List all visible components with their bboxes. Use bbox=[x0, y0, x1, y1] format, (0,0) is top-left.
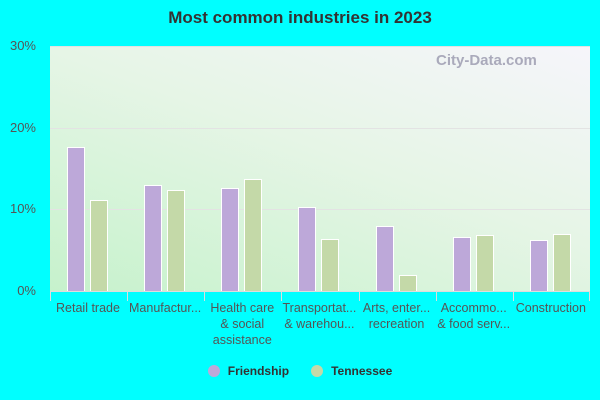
x-tick-mark bbox=[127, 291, 129, 301]
legend-dot-icon bbox=[311, 365, 324, 377]
legend-item[interactable]: Friendship bbox=[207, 364, 290, 378]
x-tick-mark bbox=[50, 291, 51, 301]
gridline bbox=[50, 46, 590, 47]
x-tick-label: Health care & social assistance bbox=[210, 301, 275, 347]
x-axis-line bbox=[50, 291, 590, 292]
bar-friendship[interactable] bbox=[221, 188, 240, 291]
x-tick-label: Arts, enter... recreation bbox=[362, 301, 431, 331]
x-tick-mark bbox=[204, 291, 206, 301]
y-tick-label: 30% bbox=[9, 38, 36, 53]
x-tick-label: Retail trade bbox=[56, 301, 120, 315]
y-tick-label: 10% bbox=[9, 201, 36, 217]
bar-friendship[interactable] bbox=[452, 237, 471, 291]
legend: Friendship Tennessee bbox=[0, 364, 600, 378]
bar-tennessee[interactable] bbox=[244, 179, 263, 291]
bar-friendship[interactable] bbox=[144, 184, 163, 291]
bar-tennessee[interactable] bbox=[475, 234, 494, 291]
x-tick-mark bbox=[358, 291, 360, 301]
x-tick-label: Construction bbox=[515, 301, 586, 315]
bar-tennessee[interactable] bbox=[321, 238, 340, 291]
bar-tennessee[interactable] bbox=[167, 189, 186, 291]
bar-tennessee[interactable] bbox=[90, 200, 108, 291]
gridline bbox=[50, 127, 590, 129]
x-tick-mark bbox=[435, 291, 437, 301]
y-tick-label: 20% bbox=[9, 119, 36, 135]
x-tick-label: Accommo... & food serv... bbox=[437, 301, 511, 331]
plot-area: City-Data.com bbox=[50, 46, 590, 291]
bar-friendship[interactable] bbox=[375, 225, 394, 291]
bar-tennessee[interactable] bbox=[398, 274, 417, 291]
x-tick-mark bbox=[512, 291, 514, 301]
legend-dot-icon bbox=[207, 365, 220, 377]
gridline bbox=[50, 209, 590, 211]
x-tick-label: Manufactur... bbox=[129, 301, 202, 315]
chart-title: Most common industries in 2023 bbox=[168, 8, 432, 27]
y-tick-label: 0% bbox=[17, 283, 36, 298]
x-tick-mark bbox=[281, 291, 283, 301]
bar-friendship[interactable] bbox=[298, 206, 317, 291]
bar-tennessee[interactable] bbox=[552, 233, 571, 291]
bar-friendship[interactable] bbox=[67, 147, 85, 291]
x-tick-label: Transportat... & warehou... bbox=[282, 301, 357, 331]
legend-item[interactable]: Tennessee bbox=[311, 364, 392, 378]
legend-label: Friendship bbox=[227, 364, 290, 378]
watermark: City-Data.com bbox=[436, 52, 537, 69]
bar-friendship[interactable] bbox=[529, 240, 548, 291]
legend-label: Tennessee bbox=[331, 364, 393, 378]
